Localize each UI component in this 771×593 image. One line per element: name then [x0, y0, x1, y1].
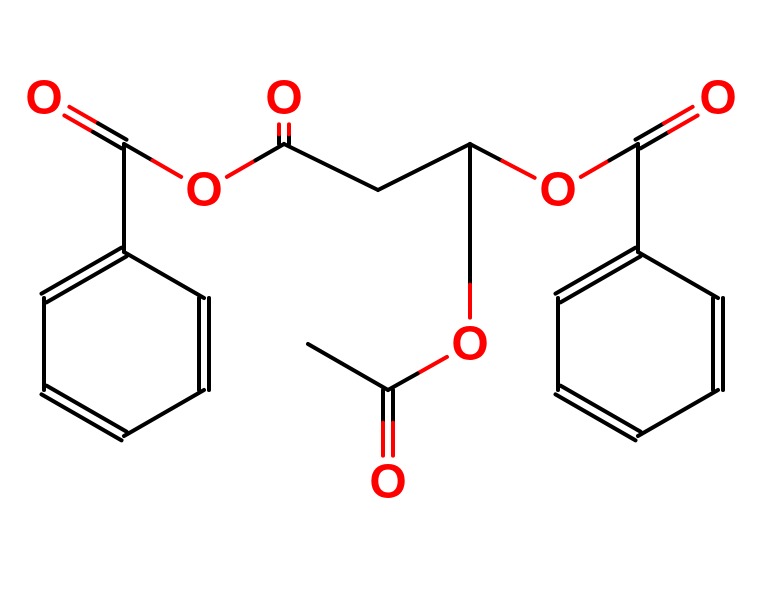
- atom-label-o: O: [539, 164, 576, 217]
- chemical-structure-diagram: OOOOOOO: [0, 0, 771, 593]
- atom-label-o: O: [265, 72, 302, 125]
- atom-label-o: O: [699, 72, 736, 125]
- atom-label-o: O: [25, 72, 62, 125]
- atom-label-o: O: [185, 164, 222, 217]
- atom-label-o: O: [451, 318, 488, 371]
- atom-label-o: O: [369, 456, 406, 509]
- bonds-group: [42, 107, 723, 456]
